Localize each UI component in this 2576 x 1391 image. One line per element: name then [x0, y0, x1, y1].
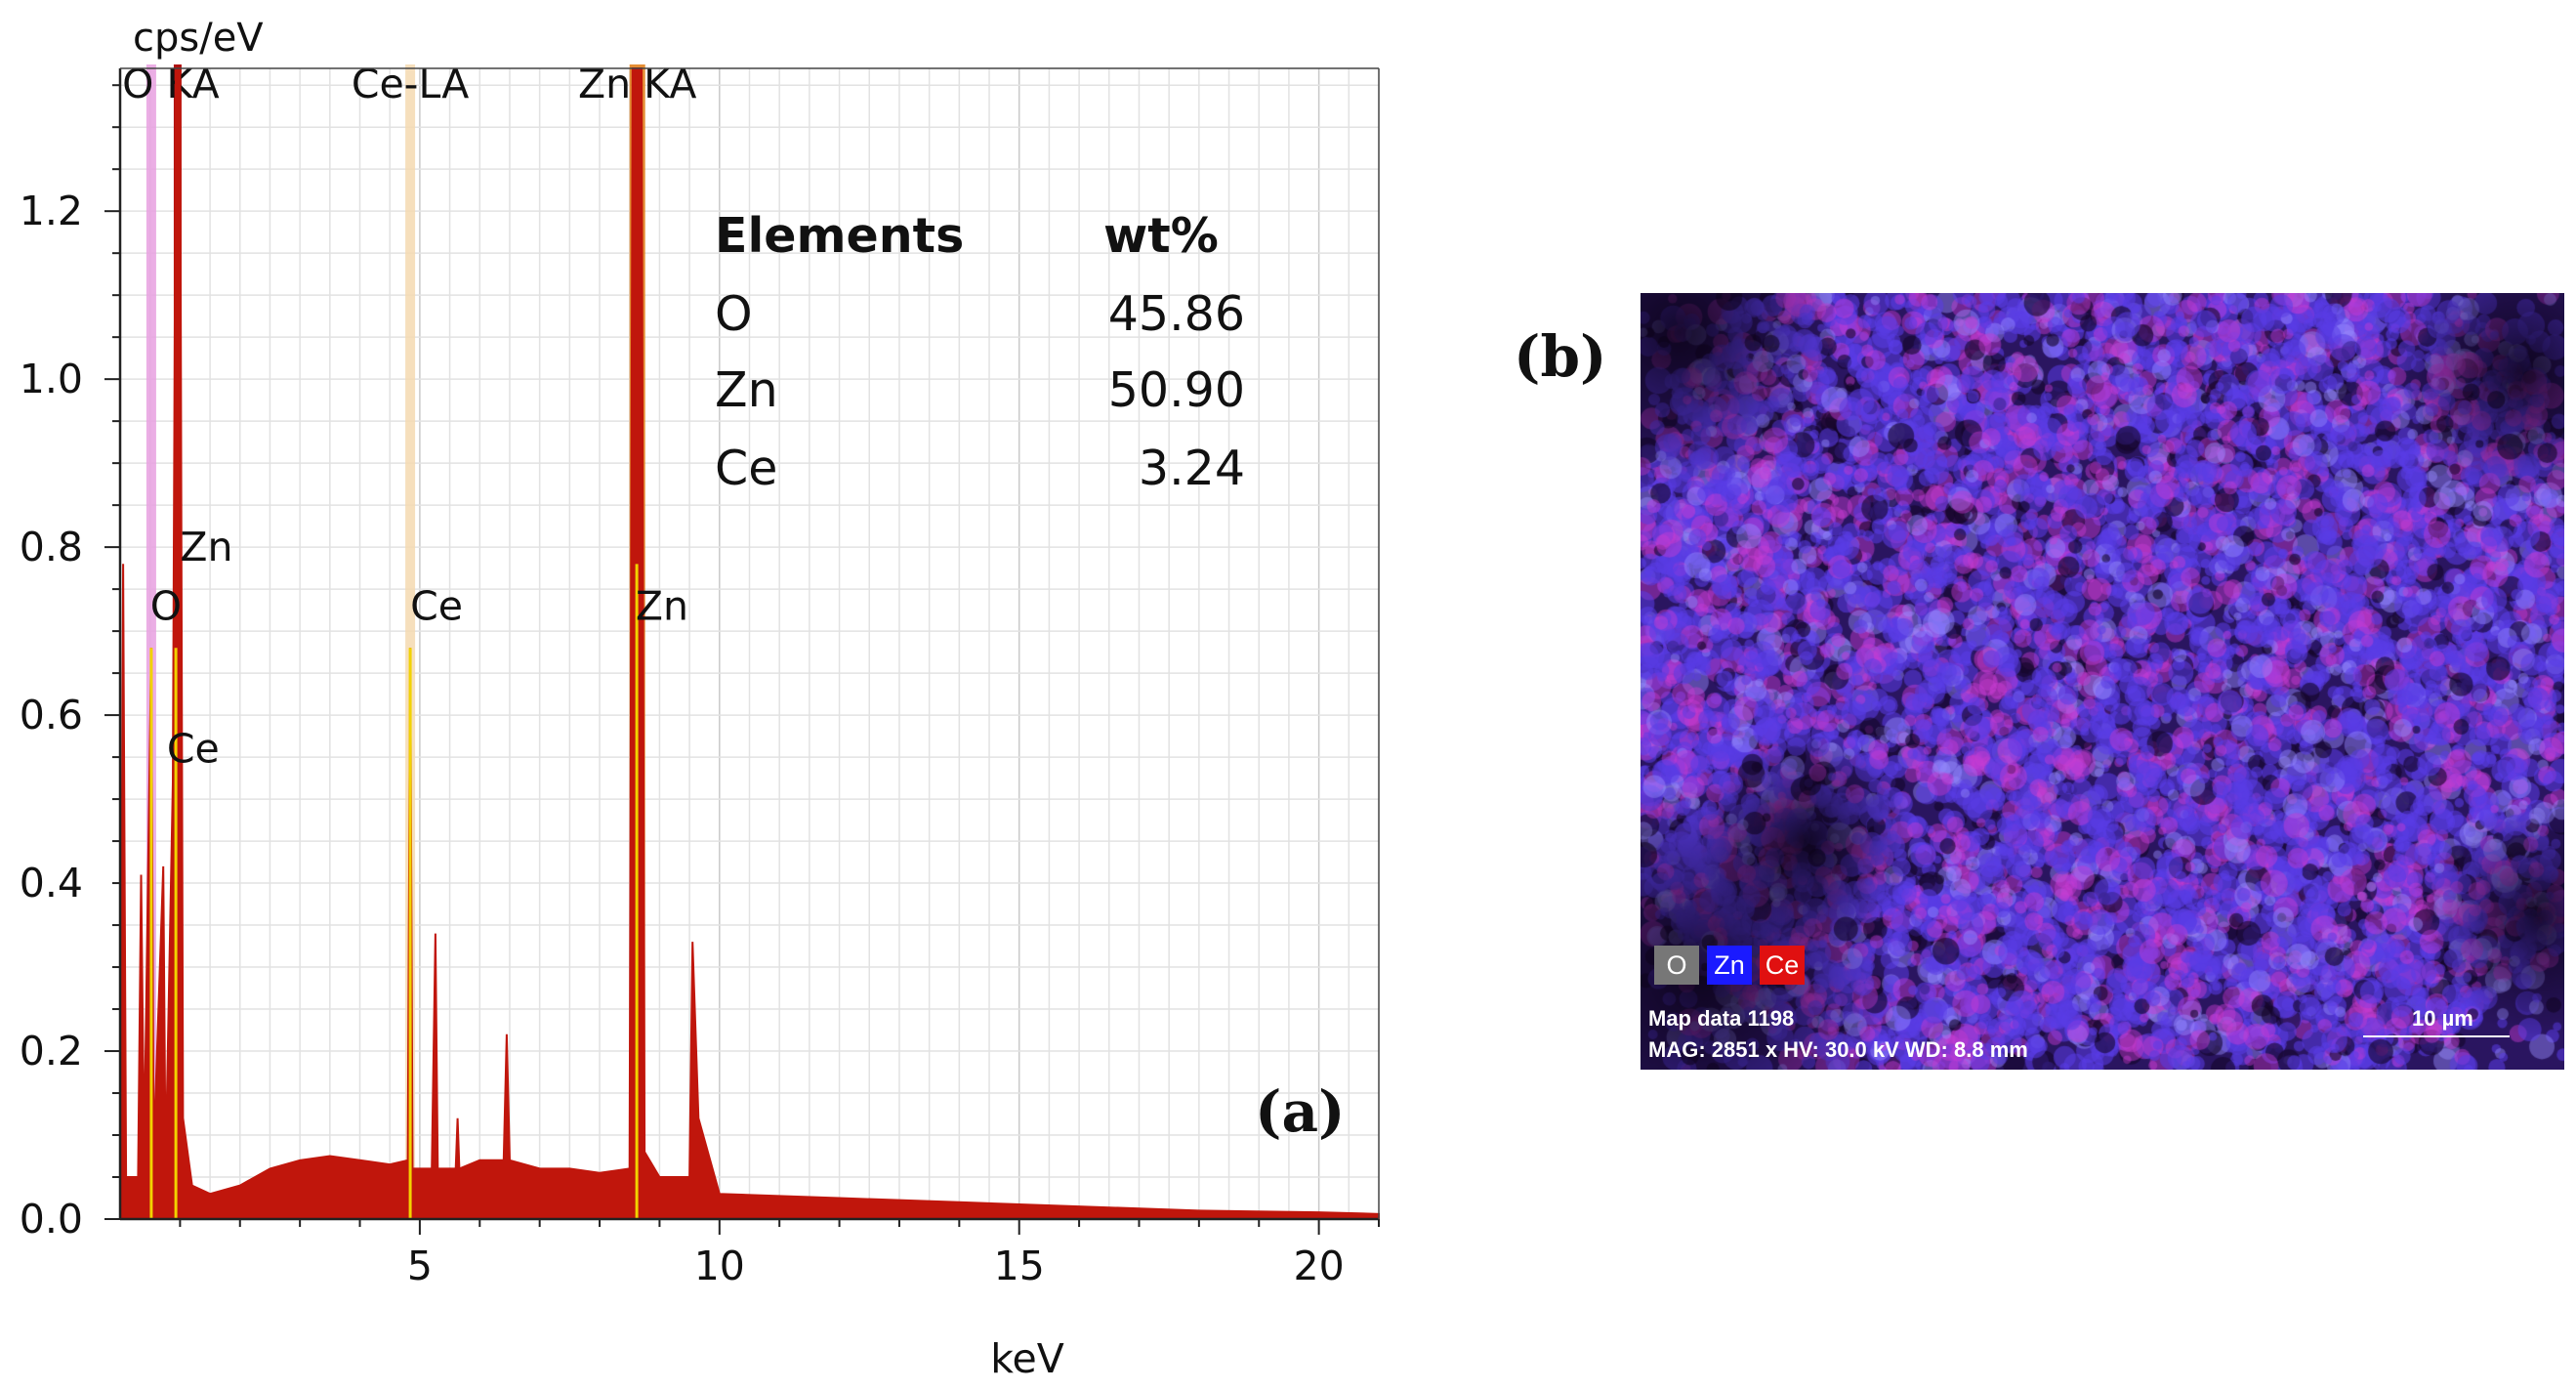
x-tick-label: 10 — [694, 1243, 745, 1289]
table-row-element: Zn — [715, 362, 778, 418]
map-legend: O Zn Ce — [1654, 946, 1805, 985]
x-tick-label: 5 — [407, 1243, 433, 1289]
panel-label-b: (b) — [1514, 323, 1606, 390]
map-image — [1641, 293, 2564, 1070]
table-row-element: O — [715, 286, 753, 342]
table-row-wt: 45.86 — [1108, 286, 1245, 342]
map-params: MAG: 2851 x HV: 30.0 kV WD: 8.8 mm — [1648, 1037, 2028, 1062]
y-tick-label: 0.8 — [20, 524, 83, 570]
y-tick-label: 0.0 — [20, 1196, 83, 1243]
table-row-wt: 3.24 — [1139, 441, 1245, 496]
peak-line-label: Ce-LA — [352, 61, 469, 107]
elemental-map: O Zn Ce Map data 1198 MAG: 2851 x HV: 30… — [1641, 293, 2564, 1070]
peak-label: Ce — [167, 725, 220, 772]
svg-text:(b): (b) — [1514, 323, 1606, 390]
table-row-wt: 50.90 — [1108, 362, 1245, 418]
peak-labels: Zn O Ce Ce Zn — [150, 524, 688, 772]
panel-label-b-wrap: (b) — [1509, 317, 1626, 400]
x-tick-label: 20 — [1294, 1243, 1345, 1289]
tick-labels: 0.0 0.2 0.4 0.6 0.8 1.0 1.2 5 10 15 20 — [20, 188, 1345, 1289]
scale-bar-label: 10 µm — [2412, 1006, 2473, 1031]
spectrum-area — [118, 67, 1380, 1220]
x-tick-label: 15 — [994, 1243, 1045, 1289]
y-tick-label: 1.2 — [20, 188, 83, 234]
legend-zn: Zn — [1707, 946, 1752, 985]
panel-label-a: (a) — [1255, 1078, 1345, 1145]
peak-line — [405, 64, 416, 1219]
legend-o: O — [1654, 946, 1699, 985]
composition-table: Elements wt% O 45.86 Zn 50.90 Ce 3.24 — [715, 208, 1245, 496]
table-header-wt: wt% — [1103, 208, 1219, 264]
y-tick-label: 0.4 — [20, 860, 83, 906]
y-tick-label: 0.6 — [20, 692, 83, 738]
y-tick-label: 0.2 — [20, 1028, 83, 1075]
x-axis-title: keV — [990, 1335, 1064, 1382]
table-row-element: Ce — [715, 441, 777, 496]
table-header-elements: Elements — [715, 208, 964, 264]
map-title: Map data 1198 — [1648, 1006, 1795, 1031]
y-tick-label: 1.0 — [20, 356, 83, 402]
legend-ce: Ce — [1760, 946, 1805, 985]
peak-label: Ce — [410, 582, 463, 629]
spectrum-series — [118, 67, 1380, 1220]
scale-bar — [2363, 1035, 2510, 1037]
peak-label: Zn — [180, 524, 232, 570]
peak-label: Zn — [636, 582, 688, 629]
y-axis-title: cps/eV — [133, 16, 264, 61]
peak-line — [145, 64, 156, 1219]
peak-label: O — [150, 582, 182, 629]
chart-axes — [104, 67, 1380, 1235]
peak-line-label: O KA — [122, 61, 220, 107]
chart-grid — [120, 68, 1379, 1219]
